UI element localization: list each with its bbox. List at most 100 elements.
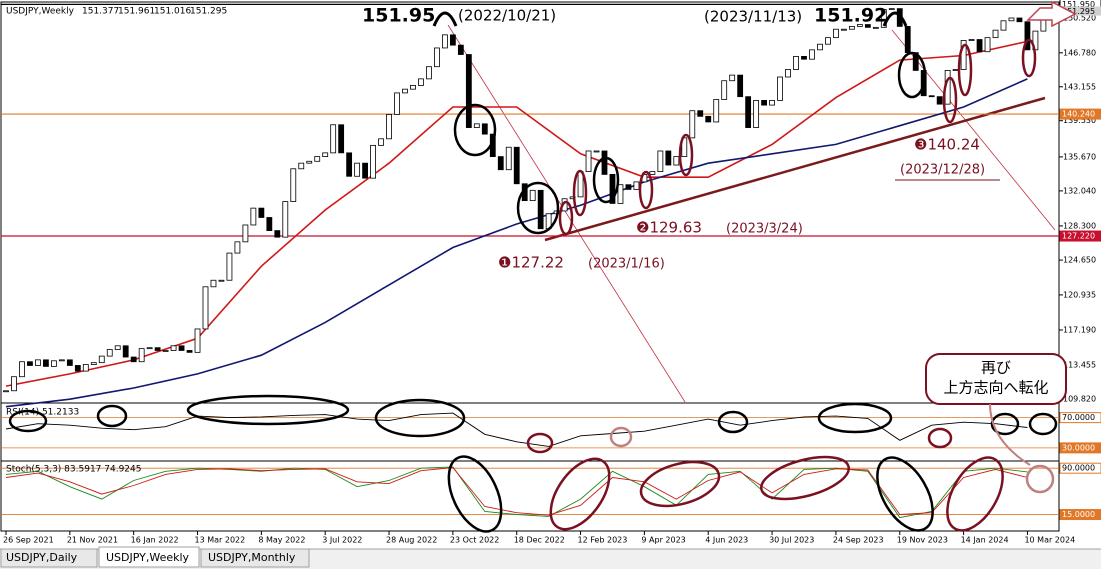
- y-tick-label: 150.520: [1063, 13, 1096, 22]
- y-tick-label: 139.530: [1063, 116, 1096, 125]
- candle: [130, 356, 137, 363]
- candle: [202, 286, 209, 330]
- x-tick-label: 24 Sep 2023: [833, 536, 884, 545]
- candle: [601, 150, 608, 175]
- candle: [856, 24, 863, 27]
- candle: [753, 100, 760, 128]
- candle: [162, 350, 169, 352]
- tab-active[interactable]: [98, 546, 200, 568]
- candle: [146, 347, 153, 350]
- candle: [19, 361, 25, 378]
- candle: [785, 69, 791, 78]
- candle: [729, 74, 736, 82]
- candle: [418, 78, 424, 86]
- candle: [473, 123, 480, 128]
- candle: [35, 359, 41, 366]
- candle: [617, 184, 624, 204]
- x-tick-label: 28 Aug 2022: [386, 536, 437, 545]
- x-tick-label: 3 Jul 2022: [322, 536, 362, 545]
- candle: [122, 345, 129, 358]
- candle: [649, 171, 656, 175]
- candle: [378, 138, 384, 146]
- plot-frame: [0, 1, 1060, 532]
- trend-line: [447, 24, 686, 403]
- candle: [106, 349, 113, 357]
- candle: [290, 168, 297, 202]
- candle: [1008, 17, 1015, 22]
- candle: [737, 74, 744, 98]
- candle: [848, 26, 855, 30]
- candle: [872, 26, 879, 29]
- last-box: [1060, 6, 1101, 16]
- y-tick-label: 15.0000: [1062, 510, 1095, 519]
- candle: [817, 43, 823, 51]
- level-label: 140.240: [1062, 110, 1095, 119]
- annotation: 151.92: [814, 5, 887, 27]
- candle: [226, 252, 233, 281]
- candle: [833, 28, 839, 39]
- candle: [537, 189, 544, 230]
- candle: [777, 76, 783, 101]
- trend-line: [891, 29, 1056, 231]
- ohlc-low: 151.016: [154, 7, 191, 17]
- candle: [426, 66, 432, 80]
- level-box: [1059, 230, 1101, 242]
- callout-text: 上方志向へ転化: [943, 379, 1048, 397]
- candle: [697, 110, 704, 117]
- peak-mark: [882, 11, 908, 27]
- callout-box: [925, 353, 1067, 405]
- candle: [992, 29, 999, 39]
- candle: [976, 39, 983, 53]
- candle: [90, 362, 97, 365]
- candle: [66, 359, 73, 366]
- y-tick-label: 117.190: [1063, 325, 1096, 334]
- x-tick-label: 26 Sep 2021: [3, 536, 54, 545]
- candle: [633, 181, 640, 190]
- candle: [346, 152, 353, 177]
- candle: [481, 123, 488, 135]
- candle: [529, 189, 536, 202]
- rsi-label: RSI(14) 51.2133: [6, 408, 79, 418]
- tab[interactable]: [0, 548, 98, 568]
- tab-label[interactable]: USDJPY,Monthly: [208, 551, 296, 564]
- callout-text: 再び: [981, 359, 1011, 377]
- y-tick-label: 113.455: [1063, 360, 1096, 369]
- candle: [50, 360, 57, 367]
- candle: [665, 150, 672, 166]
- level-label: 151.950: [1062, 0, 1095, 9]
- candle: [984, 37, 991, 53]
- candle: [58, 359, 65, 362]
- x-tick-label: 14 Jan 2024: [961, 536, 1009, 545]
- ohlc-close: 151.295: [190, 7, 227, 17]
- callout-arrow: [989, 403, 1031, 466]
- candle: [210, 279, 217, 288]
- candle: [330, 124, 337, 154]
- candle: [801, 55, 807, 60]
- last-label: 151.295: [1062, 7, 1095, 16]
- annotation: ❶127.22: [498, 254, 564, 272]
- y-tick-label: 135.670: [1063, 152, 1096, 161]
- stoch-line: [5, 466, 1028, 519]
- candle: [593, 150, 600, 153]
- candle: [306, 160, 313, 164]
- tab[interactable]: [200, 548, 310, 568]
- y-tick-label: 128.300: [1063, 221, 1096, 230]
- tab-label[interactable]: USDJPY,Weekly: [106, 551, 190, 564]
- x-tick-label: 12 Feb 2023: [578, 536, 628, 545]
- candle: [657, 150, 664, 172]
- y-tick-label: 30.0000: [1062, 443, 1095, 452]
- candle: [793, 55, 799, 70]
- candle: [952, 69, 959, 71]
- candle: [98, 355, 105, 364]
- candle: [194, 328, 201, 353]
- candle: [362, 162, 369, 179]
- candle: [721, 80, 728, 100]
- y-tick-label: 109.820: [1063, 395, 1096, 404]
- candle: [394, 92, 400, 115]
- candle: [114, 345, 121, 350]
- x-tick-label: 9 Apr 2023: [641, 536, 685, 545]
- candle: [497, 156, 504, 171]
- tab-label[interactable]: USDJPY,Daily: [6, 551, 78, 564]
